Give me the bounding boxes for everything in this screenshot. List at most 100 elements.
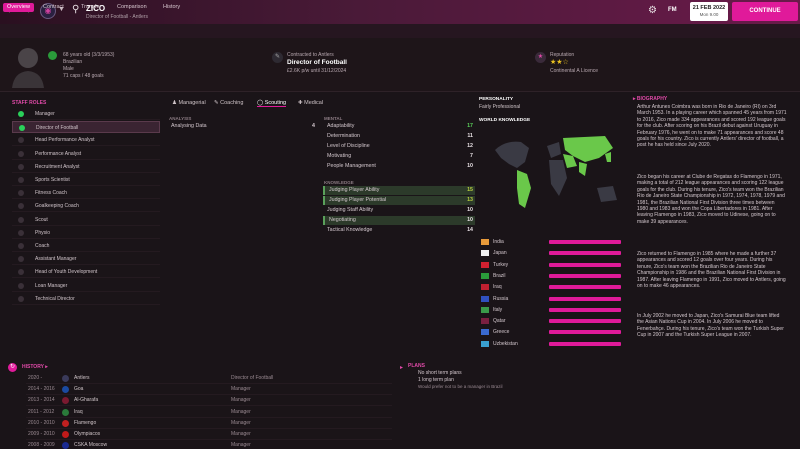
language-item[interactable]: Russia bbox=[479, 294, 624, 304]
history-role: Manager bbox=[231, 419, 251, 426]
staff-role-item[interactable]: Performance Analyst bbox=[12, 148, 160, 160]
attribute-name: Judging Player Ability bbox=[329, 187, 380, 193]
staff-roles-title: STAFF ROLES bbox=[12, 100, 47, 106]
tab-contract[interactable]: Contract bbox=[43, 4, 64, 10]
language-item[interactable]: India bbox=[479, 237, 624, 247]
mental-attribute: Adaptability 17 bbox=[323, 122, 475, 131]
staff-role-item[interactable]: Sports Scientist bbox=[12, 174, 160, 186]
staff-role-item[interactable]: Scout bbox=[12, 214, 160, 226]
language-item[interactable]: Brazil bbox=[479, 271, 624, 281]
tab-comparison[interactable]: Comparison bbox=[117, 4, 147, 10]
knowledge-bar bbox=[549, 307, 621, 312]
role-status-icon bbox=[18, 243, 24, 249]
language-name: India bbox=[493, 239, 504, 245]
language-name: Russia bbox=[493, 295, 509, 302]
staff-role-item[interactable]: Goalkeeping Coach bbox=[12, 200, 160, 213]
staff-role-label: Scout bbox=[35, 216, 48, 223]
role-status-icon bbox=[18, 282, 24, 289]
attribute-name: Level of Discipline bbox=[327, 143, 370, 149]
personality-value: Fairly Professional bbox=[479, 104, 521, 110]
role-status-icon bbox=[18, 177, 24, 183]
language-item[interactable]: Turkey bbox=[479, 260, 624, 270]
knowledge-attribute: Negotiating 10 bbox=[323, 216, 475, 225]
reputation-label: Reputation bbox=[550, 52, 575, 58]
history-row[interactable]: 2011 - 2012 Iraq Manager bbox=[26, 407, 392, 418]
language-name: Greece bbox=[493, 329, 510, 336]
language-item[interactable]: Uzbekistan bbox=[479, 339, 624, 349]
history-row[interactable]: 2014 - 2016 Goa Manager bbox=[26, 384, 392, 396]
history-row[interactable]: 2010 - 2010 Flamengo Manager bbox=[26, 418, 392, 429]
club-badge-icon[interactable]: ⚙ bbox=[648, 5, 657, 16]
language-item[interactable]: Greece bbox=[479, 327, 624, 337]
knowledge-bar bbox=[549, 285, 621, 290]
world-map bbox=[495, 136, 617, 208]
knowledge-bar bbox=[549, 341, 621, 346]
attribute-name: Adaptability bbox=[327, 123, 355, 129]
managerial-icon: ♟ bbox=[172, 100, 179, 106]
mental-attribute: People Management 10 bbox=[323, 162, 475, 171]
staff-role-label: Performance Analyst bbox=[35, 150, 82, 157]
language-item[interactable]: Italy bbox=[479, 305, 624, 315]
staff-role-item[interactable]: Director of Football bbox=[12, 121, 160, 134]
history-club: CSKA Moscow bbox=[74, 442, 108, 449]
staff-role-item[interactable]: Technical Director bbox=[12, 293, 160, 305]
club-badge-icon bbox=[62, 408, 69, 416]
role-status-icon bbox=[18, 216, 24, 223]
nationality-text: Brazilian bbox=[63, 59, 83, 65]
history-row[interactable]: 2013 - 2014 Al-Gharafa Manager bbox=[26, 395, 392, 407]
sub-navigation bbox=[0, 24, 800, 38]
staff-role-label: Goalkeeping Coach bbox=[35, 203, 79, 210]
language-item[interactable]: Qatar bbox=[479, 316, 624, 326]
mental-attribute: Determination 11 bbox=[323, 132, 475, 141]
staff-role-label: Manager bbox=[35, 111, 55, 117]
staff-role-item[interactable]: Head of Youth Development bbox=[12, 266, 160, 279]
staff-role-item[interactable]: Head Performance Analyst bbox=[12, 134, 160, 147]
staff-role-item[interactable]: Loan Manager bbox=[12, 280, 160, 292]
fm-menu[interactable]: FM bbox=[668, 7, 677, 13]
knowledge-attribute: Judging Player Potential 13 bbox=[323, 196, 475, 205]
chevron-down-icon[interactable]: ▼ bbox=[58, 6, 65, 13]
history-title-label: HISTORY bbox=[22, 364, 44, 370]
staff-role-item[interactable]: Physio bbox=[12, 227, 160, 239]
attribute-name: Tactical Knowledge bbox=[327, 227, 373, 233]
history-role: Manager bbox=[231, 442, 251, 449]
role-status-icon bbox=[18, 256, 24, 263]
staff-role-item[interactable]: Assistant Manager bbox=[12, 253, 160, 266]
language-name: Turkey bbox=[493, 261, 509, 268]
tab-medical[interactable]: ✚ Medical bbox=[298, 100, 323, 106]
plans-title: PLANS bbox=[408, 363, 425, 369]
tab-history[interactable]: History bbox=[163, 4, 181, 10]
date-display[interactable]: 21 FEB 2022 Mon 9.00 bbox=[690, 2, 728, 21]
staff-role-item[interactable]: Recruitment Analyst bbox=[12, 161, 160, 173]
page-title: ZICO bbox=[86, 4, 106, 13]
continue-button[interactable]: CONTINUE bbox=[732, 2, 798, 21]
staff-role-item[interactable]: Fitness Coach bbox=[12, 187, 160, 200]
attribute-value: 11 bbox=[467, 133, 473, 139]
tab-coaching[interactable]: ✎ Coaching bbox=[214, 100, 243, 106]
tab-scouting[interactable]: ◯ Scouting bbox=[257, 100, 287, 107]
history-row[interactable]: 2020 - Antlers Director of Football bbox=[26, 373, 392, 384]
history-row[interactable]: 2008 - 2009 CSKA Moscow Manager bbox=[26, 440, 392, 449]
tab-transfer[interactable]: Transfer bbox=[81, 4, 102, 10]
brazil-flag-icon bbox=[48, 51, 57, 60]
role-status-icon bbox=[18, 295, 24, 302]
role-status-icon bbox=[19, 125, 25, 132]
flag-icon bbox=[481, 272, 489, 279]
chevron-right-icon: ▸ bbox=[633, 96, 637, 102]
attribute-value: 12 bbox=[467, 143, 473, 149]
club-logo-icon[interactable]: ◉ bbox=[40, 3, 56, 19]
bio-paragraph-1: Arthur Antunes Coimbra was born in Rio d… bbox=[637, 104, 787, 149]
history-row[interactable]: 2009 - 2010 Olympiacos Manager bbox=[26, 429, 392, 440]
history-role: Manager bbox=[231, 386, 251, 393]
search-icon[interactable]: ⚲ bbox=[72, 4, 80, 15]
tab-managerial[interactable]: ♟ Managerial bbox=[172, 100, 206, 106]
staff-role-item[interactable]: Coach bbox=[12, 240, 160, 252]
personality-title: PERSONALITY bbox=[479, 97, 514, 102]
history-club: Antlers bbox=[74, 375, 90, 381]
attribute-value: 13 bbox=[467, 197, 473, 203]
staff-role-item[interactable]: Manager bbox=[12, 108, 160, 120]
tab-overview[interactable]: Overview bbox=[3, 3, 34, 12]
language-item[interactable]: Japan bbox=[479, 248, 624, 258]
role-status-icon bbox=[18, 203, 24, 210]
language-item[interactable]: Iraq bbox=[479, 282, 624, 292]
